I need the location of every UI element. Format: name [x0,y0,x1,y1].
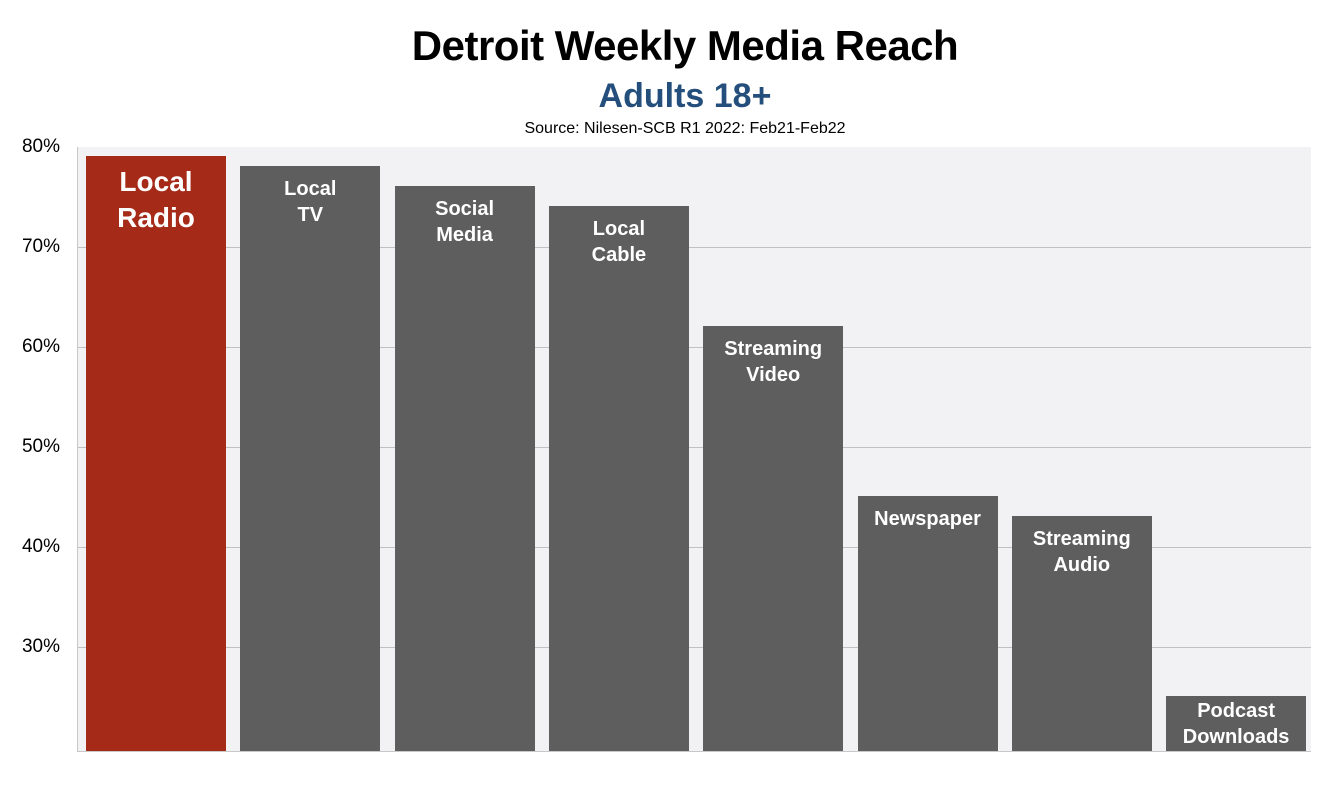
y-tick-label: 50% [21,436,60,457]
plot-area: Local Radio Local TV Social Media Local Cab… [77,147,1311,752]
bar-newspaper: Newspaper [857,496,998,751]
chart-source: Source: Nilesen-SCB R1 2022: Feb21-Feb22 [524,120,846,137]
y-tick-label: 30% [21,636,60,657]
bar-local-radio: Local Radio [86,156,226,751]
bar-label: Podcast Downloads [1182,700,1290,748]
gridline [78,647,1311,648]
gridline [78,247,1311,248]
bar-label: Local Radio [117,166,195,233]
bar-label: Local TV [284,178,337,226]
bar-label: Local Cable [591,218,647,266]
chart-title: Detroit Weekly Media Reach [411,22,959,69]
bar-local-cable: Local Cable [548,206,689,751]
gridline [78,447,1311,448]
bar-streaming-audio: Streaming Audio [1011,516,1152,751]
bar-podcast-downloads: Podcast Downloads [1166,696,1307,751]
gridline [78,347,1311,348]
y-tick-label: 80% [21,136,60,157]
bar-label: Streaming Video [724,338,823,386]
chart-subtitle: Adults 18+ [598,77,772,115]
bar-social-media: Social Media [394,186,535,751]
y-tick-label: 70% [21,236,60,257]
y-tick-label: 60% [21,336,60,357]
bar-label: Newspaper [874,508,981,530]
bar-streaming-video: Streaming Video [703,326,844,751]
bar-label: Social Media [435,198,495,246]
gridline [78,547,1311,548]
bar-local-tv: Local TV [240,166,381,751]
bar-label: Streaming Audio [1032,528,1131,576]
y-tick-label: 40% [21,536,60,557]
